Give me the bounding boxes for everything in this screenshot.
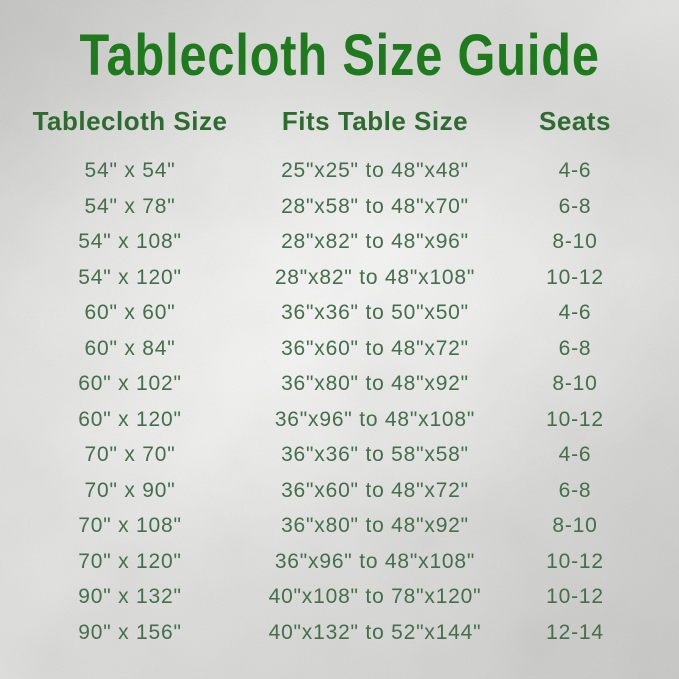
table-cell: 36"x36" to 50"x50" xyxy=(281,301,469,324)
table-cell: 70" x 120" xyxy=(78,549,182,573)
page-title: Tablecloth Size Guide xyxy=(0,20,679,92)
table-row: 60" x 84" 36"x60" to 48"x72" 6-8 xyxy=(30,331,630,367)
table-cell: 36"x80" to 48"x92" xyxy=(281,514,469,537)
table-body: 54" x 54" 25"x25" to 48"x48" 4-6 54" x 78" 2… xyxy=(30,153,630,650)
col-header-fits-table-size: Fits Table Size xyxy=(281,106,469,136)
table-cell: 10-12 xyxy=(546,407,604,431)
table-cell: 60" x 84" xyxy=(84,336,176,360)
table-cell: 8-10 xyxy=(552,230,598,253)
table-cell: 54" x 78" xyxy=(84,194,176,218)
table-row: 54" x 108" 28"x82" to 48"x96" 8-10 xyxy=(30,224,630,260)
table-cell: 90" x 156" xyxy=(78,620,182,644)
table-cell: 60" x 120" xyxy=(78,407,182,431)
table-row: 60" x 60" 36"x36" to 50"x50" 4-6 xyxy=(30,295,630,331)
table-row: 54" x 78" 28"x58" to 48"x70" 6-8 xyxy=(30,189,630,225)
table-cell: 8-10 xyxy=(552,372,598,395)
table-row: 70" x 120" 36"x96" to 48"x108" 10-12 xyxy=(30,544,630,580)
table-cell: 4-6 xyxy=(558,443,592,466)
table-cell: 6-8 xyxy=(558,478,592,502)
table-cell: 90" x 132" xyxy=(78,585,182,608)
size-guide-table: Tablecloth Size Fits Table Size Seats 54… xyxy=(30,103,630,650)
table-cell: 70" x 70" xyxy=(84,443,176,466)
table-cell: 60" x 60" xyxy=(84,301,176,324)
table-cell: 60" x 102" xyxy=(78,372,182,395)
table-row: 70" x 90" 36"x60" to 48"x72" 6-8 xyxy=(30,473,630,509)
col-header-tablecloth-size: Tablecloth Size xyxy=(32,106,228,136)
table-cell: 4-6 xyxy=(558,159,592,182)
table-cell: 4-6 xyxy=(558,301,592,324)
table-cell: 10-12 xyxy=(546,585,604,608)
table-cell: 40"x108" to 78"x120" xyxy=(268,585,482,608)
table-row: 54" x 120" 28"x82" to 48"x108" 10-12 xyxy=(30,260,630,296)
table-cell: 28"x58" to 48"x70" xyxy=(281,194,469,218)
table-cell: 36"x60" to 48"x72" xyxy=(281,336,469,360)
table-cell: 54" x 108" xyxy=(78,230,182,253)
table-row: 60" x 120" 36"x96" to 48"x108" 10-12 xyxy=(30,402,630,438)
table-cell: 40"x132" to 52"x144" xyxy=(268,620,482,644)
table-header-row: Tablecloth Size Fits Table Size Seats xyxy=(30,103,630,139)
table-cell: 54" x 120" xyxy=(78,265,182,289)
table-row: 70" x 70" 36"x36" to 58"x58" 4-6 xyxy=(30,437,630,473)
col-header-seats: Seats xyxy=(539,106,611,136)
table-cell: 54" x 54" xyxy=(84,159,176,182)
table-row: 54" x 54" 25"x25" to 48"x48" 4-6 xyxy=(30,153,630,189)
table-cell: 8-10 xyxy=(552,514,598,537)
table-cell: 25"x25" to 48"x48" xyxy=(281,159,469,182)
table-cell: 10-12 xyxy=(546,549,604,573)
table-cell: 28"x82" to 48"x108" xyxy=(274,265,476,289)
page-title-text: Tablecloth Size Guide xyxy=(79,23,600,88)
table-cell: 28"x82" to 48"x96" xyxy=(281,230,469,253)
table-cell: 10-12 xyxy=(546,265,604,289)
table-cell: 70" x 108" xyxy=(78,514,182,537)
table-cell: 12-14 xyxy=(546,620,604,644)
table-cell: 6-8 xyxy=(558,336,592,360)
table-row: 60" x 102" 36"x80" to 48"x92" 8-10 xyxy=(30,366,630,402)
table-cell: 36"x96" to 48"x108" xyxy=(274,549,476,573)
table-cell: 36"x96" to 48"x108" xyxy=(274,407,476,431)
table-row: 90" x 156" 40"x132" to 52"x144" 12-14 xyxy=(30,615,630,651)
table-row: 70" x 108" 36"x80" to 48"x92" 8-10 xyxy=(30,508,630,544)
table-cell: 36"x36" to 58"x58" xyxy=(281,443,469,466)
table-cell: 6-8 xyxy=(558,194,592,218)
table-cell: 36"x60" to 48"x72" xyxy=(281,478,469,502)
table-cell: 70" x 90" xyxy=(84,478,176,502)
table-row: 90" x 132" 40"x108" to 78"x120" 10-12 xyxy=(30,579,630,615)
table-cell: 36"x80" to 48"x92" xyxy=(281,372,469,395)
